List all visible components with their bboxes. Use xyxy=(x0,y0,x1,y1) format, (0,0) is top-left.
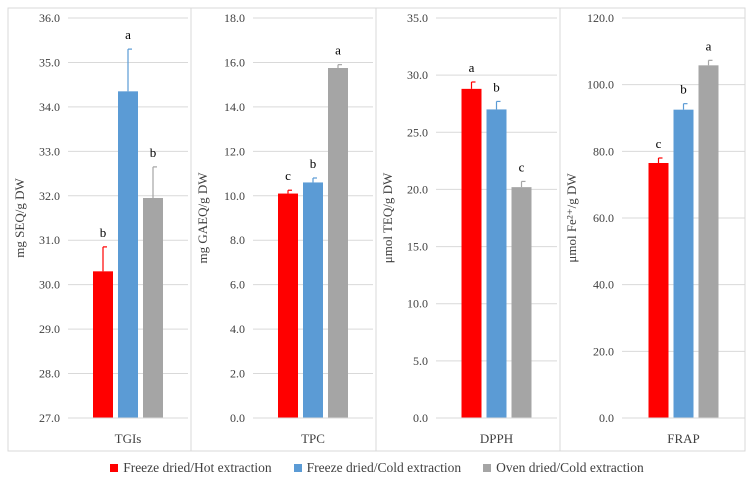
y-tick-label: 40.0 xyxy=(593,278,614,292)
y-tick-label: 10.0 xyxy=(407,297,428,311)
y-tick-label: 35.0 xyxy=(407,11,428,25)
y-tick-label: 29.0 xyxy=(39,322,60,336)
y-axis-label: μmol TEQ/g DW xyxy=(380,172,395,263)
significance-letter: b xyxy=(150,145,157,160)
legend-swatch xyxy=(483,464,492,472)
y-tick-label: 0.0 xyxy=(599,411,614,425)
y-tick-label: 32.0 xyxy=(39,189,60,203)
bar xyxy=(303,182,323,418)
y-tick-label: 6.0 xyxy=(230,278,245,292)
y-tick-label: 14.0 xyxy=(224,100,245,114)
y-axis-label: mg GAEQ/g DW xyxy=(195,172,210,264)
significance-letter: b xyxy=(493,79,500,94)
significance-letter: a xyxy=(335,43,341,58)
y-tick-label: 0.0 xyxy=(230,411,245,425)
y-tick-label: 5.0 xyxy=(413,354,428,368)
y-tick-label: 35.0 xyxy=(39,55,60,69)
bar xyxy=(486,109,507,418)
bar xyxy=(143,198,163,418)
legend-label: Freeze dried/Cold extraction xyxy=(306,460,462,475)
bar xyxy=(511,187,532,418)
y-tick-label: 4.0 xyxy=(230,322,245,336)
bar xyxy=(461,88,482,418)
y-tick-label: 16.0 xyxy=(224,55,245,69)
significance-letter: b xyxy=(680,82,687,97)
y-tick-label: 34.0 xyxy=(39,100,60,114)
y-axis-label: μmol Fe²⁺/g DW xyxy=(564,173,579,263)
y-tick-label: 30.0 xyxy=(407,68,428,82)
bar xyxy=(673,109,694,419)
significance-letter: c xyxy=(519,159,525,174)
y-tick-label: 28.0 xyxy=(39,367,60,381)
y-tick-label: 80.0 xyxy=(593,144,614,158)
x-category-label: TGIs xyxy=(115,431,142,446)
y-tick-label: 20.0 xyxy=(407,182,428,196)
bar xyxy=(278,193,298,418)
significance-letter: a xyxy=(706,38,712,53)
y-tick-label: 2.0 xyxy=(230,367,245,381)
x-category-label: FRAP xyxy=(667,431,700,446)
significance-letter: c xyxy=(656,136,662,151)
significance-letter: b xyxy=(100,225,107,240)
significance-letter: a xyxy=(125,27,131,42)
y-tick-label: 15.0 xyxy=(407,240,428,254)
y-tick-label: 25.0 xyxy=(407,125,428,139)
legend-swatch xyxy=(110,464,119,472)
x-category-label: DPPH xyxy=(480,431,513,446)
y-tick-label: 20.0 xyxy=(593,344,614,358)
y-tick-label: 33.0 xyxy=(39,144,60,158)
bar xyxy=(328,68,348,418)
legend-label: Freeze dried/Hot extraction xyxy=(123,460,272,475)
bar xyxy=(648,163,669,418)
y-tick-label: 120.0 xyxy=(587,11,614,25)
y-tick-label: 8.0 xyxy=(230,233,245,247)
y-tick-label: 27.0 xyxy=(39,411,60,425)
y-tick-label: 18.0 xyxy=(224,11,245,25)
legend-item-hot: Freeze dried/Hot extraction xyxy=(110,460,272,476)
y-tick-label: 100.0 xyxy=(587,78,614,92)
bar xyxy=(93,271,113,418)
y-tick-label: 0.0 xyxy=(413,411,428,425)
significance-letter: a xyxy=(469,60,475,75)
y-tick-label: 31.0 xyxy=(39,233,60,247)
x-category-label: TPC xyxy=(301,431,325,446)
legend-swatch xyxy=(293,464,302,472)
y-tick-label: 12.0 xyxy=(224,144,245,158)
y-tick-label: 36.0 xyxy=(39,11,60,25)
legend-item-cold: Freeze dried/Cold extraction xyxy=(293,460,462,476)
y-tick-label: 60.0 xyxy=(593,211,614,225)
legend: Freeze dried/Hot extraction Freeze dried… xyxy=(0,458,754,478)
bar xyxy=(698,65,719,418)
legend-label: Oven dried/Cold extraction xyxy=(496,460,644,475)
significance-letter: c xyxy=(285,168,291,183)
significance-letter: b xyxy=(310,156,317,171)
bar xyxy=(118,91,138,418)
legend-item-oven: Oven dried/Cold extraction xyxy=(483,460,644,476)
y-tick-label: 10.0 xyxy=(224,189,245,203)
y-tick-label: 30.0 xyxy=(39,278,60,292)
y-axis-label: mg SEQ/g DW xyxy=(12,178,27,258)
